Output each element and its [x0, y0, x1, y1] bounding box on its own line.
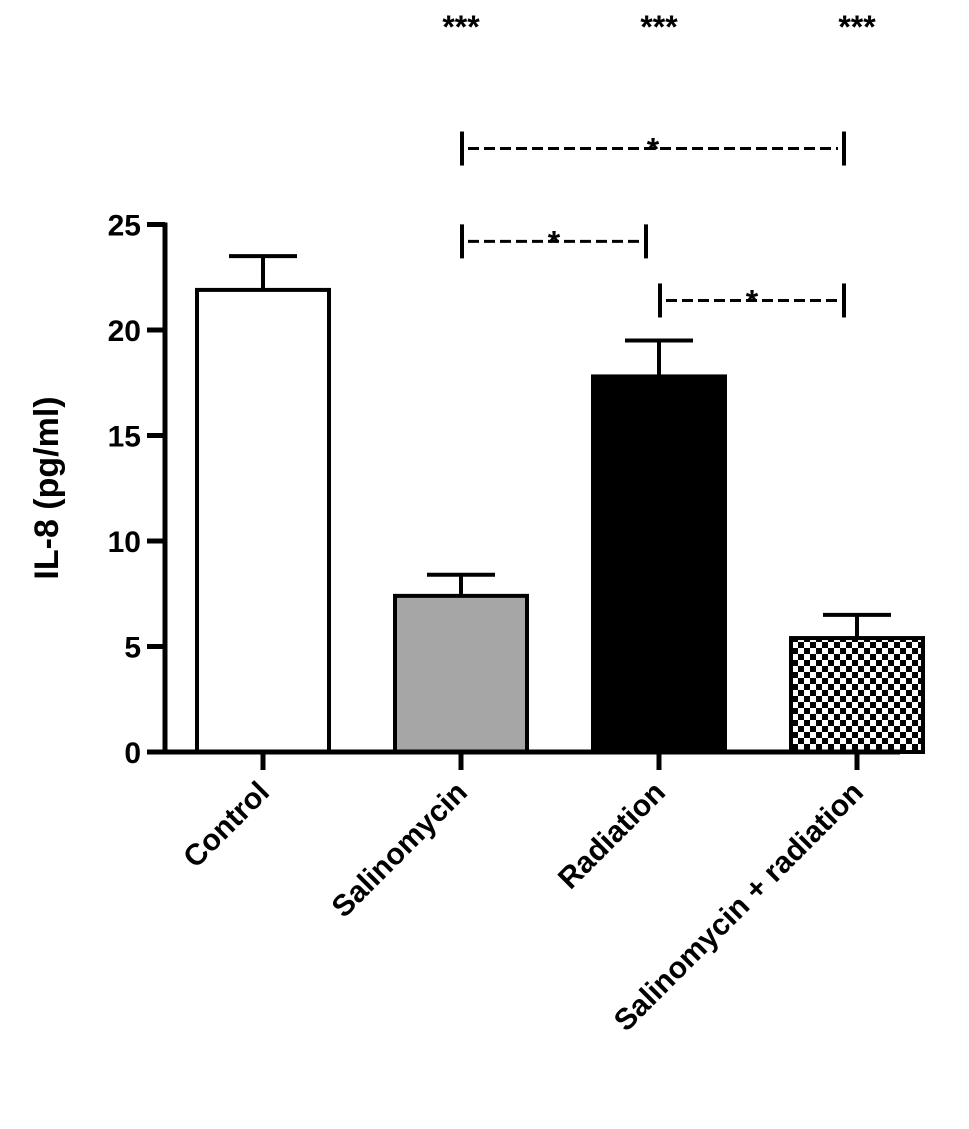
x-category-label: Control — [177, 776, 276, 875]
significance-mark: *** — [838, 9, 876, 45]
comparison-mark: * — [548, 224, 561, 260]
y-tick-label: 20 — [108, 315, 141, 348]
y-tick-label: 5 — [124, 632, 141, 665]
significance-mark: *** — [640, 9, 678, 45]
bar-control — [195, 287, 331, 754]
comparison-bracket: * — [460, 224, 648, 260]
bar-radiation — [591, 374, 727, 754]
bar-salinomycin-radiation — [789, 636, 925, 754]
comparison-mark: * — [746, 283, 759, 319]
bar-salinomycin — [393, 593, 529, 754]
x-category-label: Salinomycin — [326, 776, 474, 924]
comparison-bracket: * — [460, 131, 846, 168]
x-category-label: Radiation — [552, 776, 672, 896]
significance-mark: *** — [442, 9, 480, 45]
comparison-bracket: * — [658, 283, 846, 319]
y-tick-label: 25 — [108, 210, 141, 243]
y-tick-label: 15 — [108, 421, 141, 454]
y-tick-label: 10 — [108, 526, 141, 559]
y-axis-title: IL-8 (pg/ml) — [28, 396, 66, 579]
comparison-mark: * — [647, 132, 660, 168]
y-tick-label: 0 — [124, 737, 141, 770]
